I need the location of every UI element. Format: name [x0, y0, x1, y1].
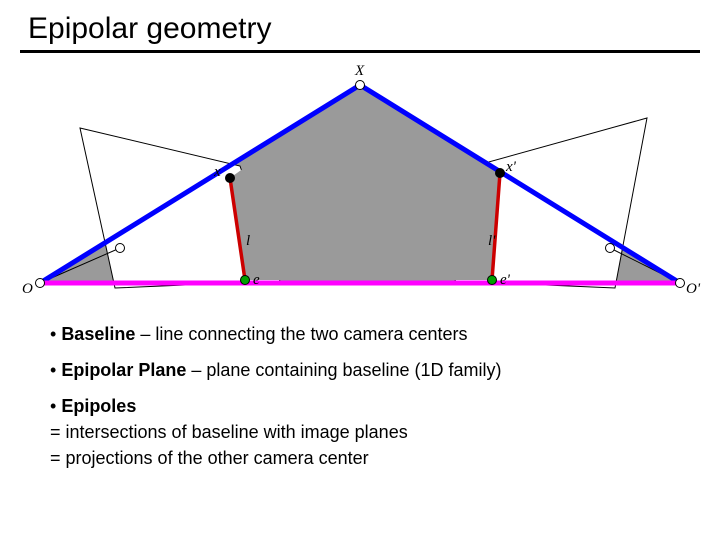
bullet-lead: Epipoles [61, 396, 136, 416]
bullet-list: • Baseline – line connecting the two cam… [0, 303, 720, 471]
bullet-rest: – plane containing baseline (1D family) [186, 360, 501, 380]
bullet-lead: Epipolar Plane [61, 360, 186, 380]
bullet-lead: Baseline [61, 324, 135, 344]
bullet-rest: – line connecting the two camera centers [135, 324, 467, 344]
title-underline [20, 50, 700, 53]
label-x: x [214, 164, 221, 181]
bullet-sub: = intersections of baseline with image p… [50, 419, 720, 445]
label-xp: x' [506, 159, 516, 176]
label-lp: l' [488, 233, 495, 250]
label-ep: e' [500, 272, 510, 289]
bullet-item: • Baseline – line connecting the two cam… [50, 321, 720, 347]
label-l: l [246, 233, 250, 250]
bullet-item: • Epipolar Plane – plane containing base… [50, 357, 720, 383]
label-X: X [355, 63, 364, 80]
bullet-sub: = projections of the other camera center [50, 445, 720, 471]
page-title: Epipolar geometry [0, 0, 720, 50]
bullet-item: • Epipoles = intersections of baseline w… [50, 393, 720, 471]
label-e: e [253, 272, 260, 289]
label-Op: O' [686, 281, 700, 298]
label-O: O [22, 281, 33, 298]
epipolar-diagram: X O O' x x' e e' l l' [20, 63, 700, 303]
diagram-svg [20, 63, 700, 303]
